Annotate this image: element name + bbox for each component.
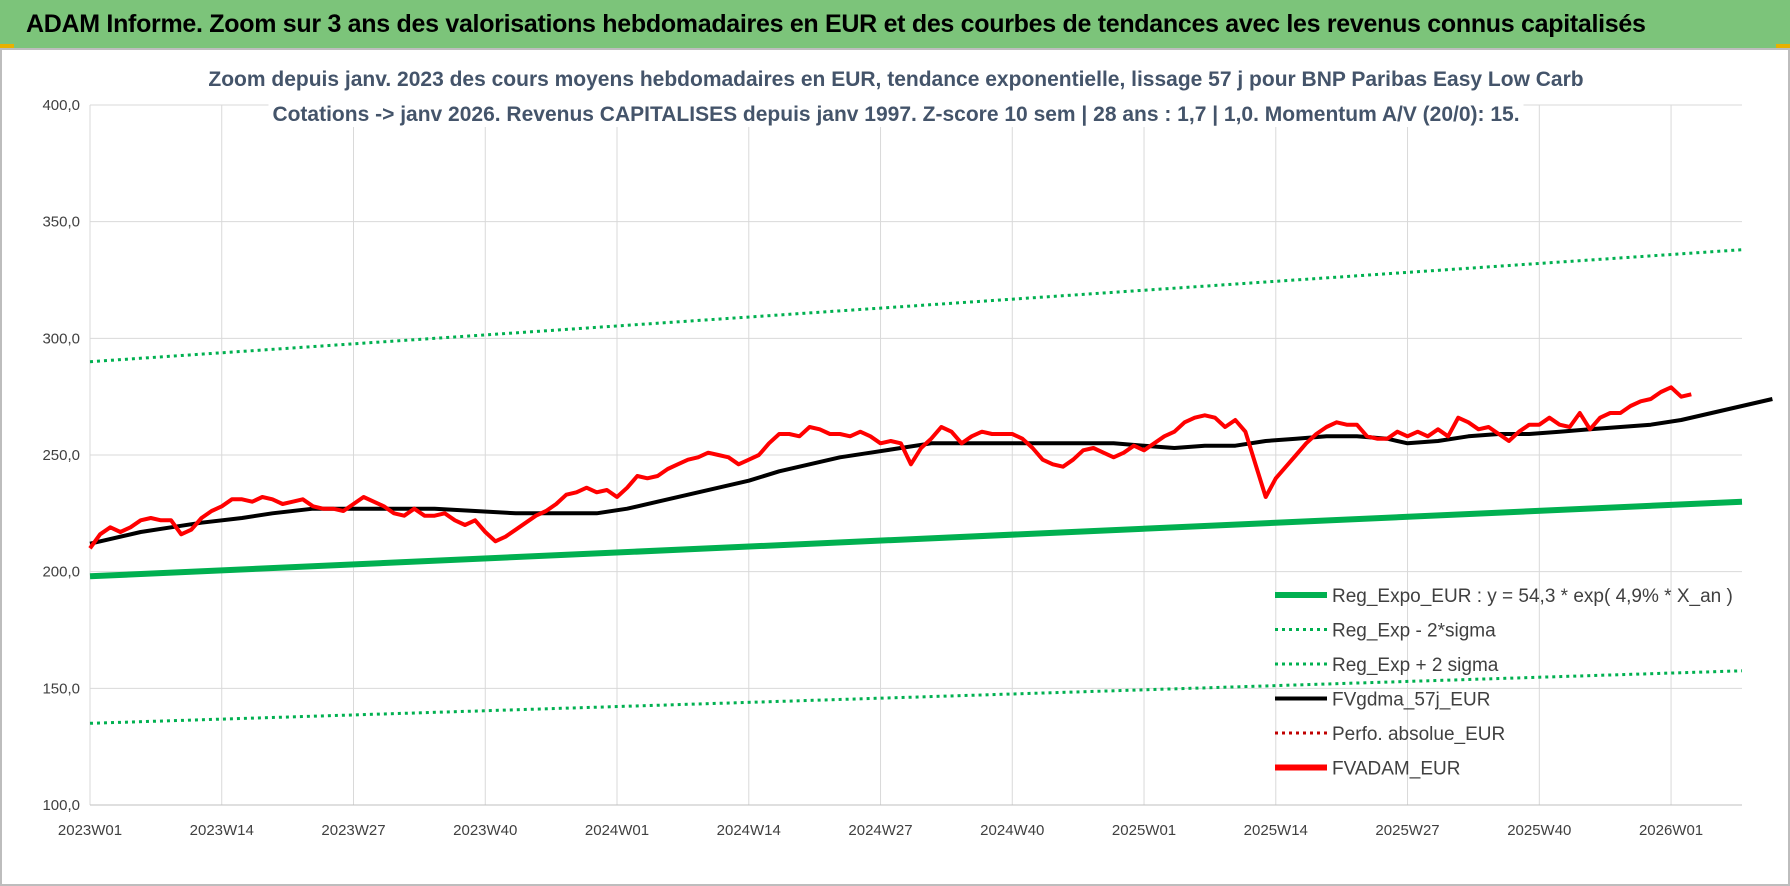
chart-titles: Zoom depuis janv. 2023 des cours moyens …	[204, 67, 1588, 127]
y-tick-label: 150,0	[42, 680, 80, 697]
legend-label: FVgdma_57j_EUR	[1332, 690, 1490, 711]
x-tick-label: 2024W27	[848, 822, 912, 839]
smoothed-line	[89, 397, 1773, 546]
y-tick-label: 250,0	[42, 447, 80, 464]
title-backing	[204, 67, 1588, 92]
y-tick-label: 350,0	[42, 214, 80, 231]
x-axis-ticks: 2023W01 2023W14 2023W27 2023W40 2024W01 2024W…	[58, 822, 1703, 839]
x-tick-label: 2025W27	[1375, 822, 1439, 839]
corner-mark-left	[0, 44, 14, 48]
series-layer	[88, 248, 1773, 725]
x-tick-label: 2025W01	[1112, 822, 1176, 839]
adam-line	[88, 385, 1692, 550]
legend-label: Reg_Exp - 2*sigma	[1332, 621, 1496, 642]
x-tick-label: 2023W40	[453, 822, 517, 839]
x-tick-label: 2023W14	[190, 822, 254, 839]
legend-label: Reg_Expo_EUR : y = 54,3 * exp( 4,9% * X_…	[1332, 586, 1733, 607]
report-title: ADAM Informe. Zoom sur 3 ans des valoris…	[26, 9, 1646, 38]
y-tick-label: 100,0	[42, 797, 80, 814]
y-axis-ticks: 100,0 150,0 200,0 250,0 300,0 350,0 400,0	[42, 97, 80, 814]
trend-line	[89, 498, 1743, 580]
x-tick-label: 2026W01	[1639, 822, 1703, 839]
legend: Reg_Expo_EUR : y = 54,3 * exp( 4,9% * X_…	[1275, 586, 1733, 780]
legend-label: Perfo. absolue_EUR	[1332, 724, 1505, 745]
chart-title: Zoom depuis janv. 2023 des cours moyens …	[208, 68, 1583, 91]
legend-label: Reg_Exp + 2 sigma	[1332, 655, 1499, 676]
y-tick-label: 300,0	[42, 330, 80, 347]
chart-frame	[0, 48, 1790, 886]
chart-subtitle: Cotations -> janv 2026. Revenus CAPITALI…	[272, 103, 1519, 126]
lower-band-line	[89, 669, 1743, 725]
x-tick-label: 2025W40	[1507, 822, 1571, 839]
x-tick-label: 2024W14	[717, 822, 781, 839]
x-tick-label: 2025W14	[1244, 822, 1308, 839]
title-backing	[268, 102, 1524, 127]
corner-mark-right	[1776, 44, 1790, 48]
x-tick-label: 2024W40	[980, 822, 1044, 839]
legend-label: FVADAM_EUR	[1332, 759, 1460, 780]
gridlines	[89, 104, 1742, 806]
y-tick-label: 200,0	[42, 564, 80, 581]
y-tick-label: 400,0	[42, 97, 80, 114]
report-banner: ADAM Informe. Zoom sur 3 ans des valoris…	[0, 0, 1790, 48]
upper-band-line	[89, 248, 1743, 364]
x-tick-label: 2024W01	[585, 822, 649, 839]
x-tick-label: 2023W27	[321, 822, 385, 839]
x-tick-label: 2023W01	[58, 822, 122, 839]
